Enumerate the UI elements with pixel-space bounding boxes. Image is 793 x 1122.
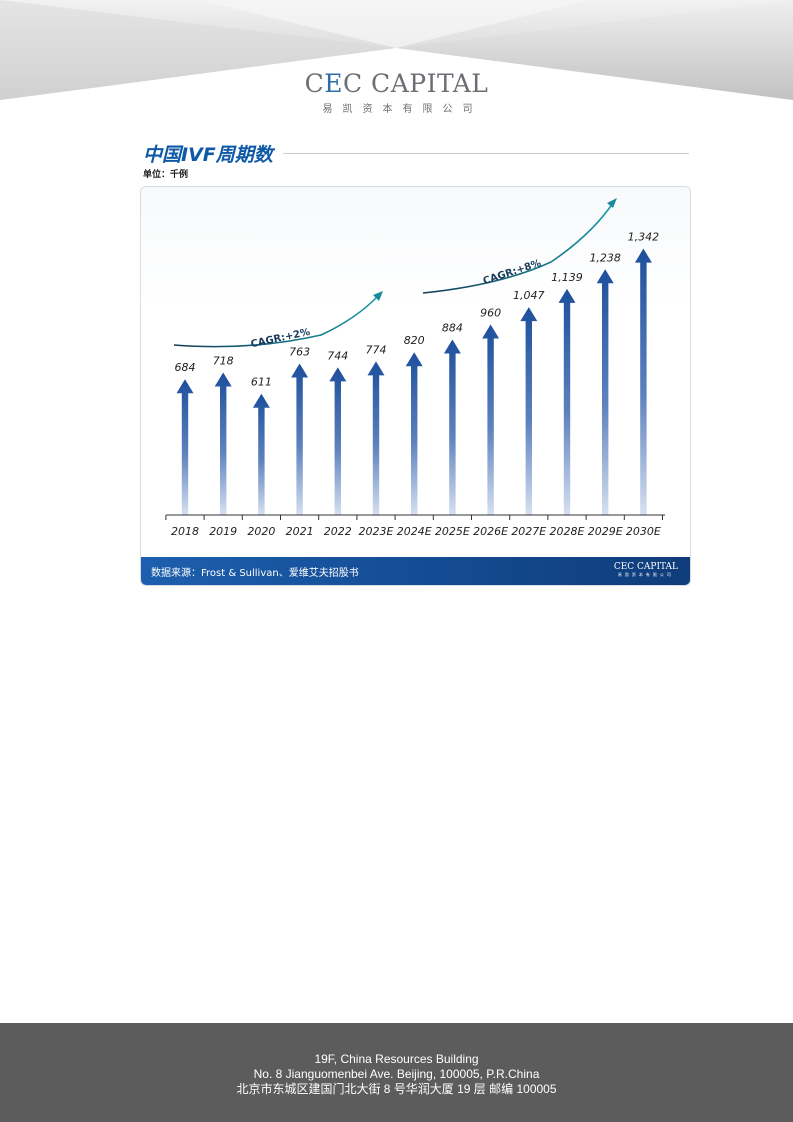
source-bar: 数据来源：Frost & Sullivan、爱维艾夫招股书 CEC CAPITA…	[141, 557, 690, 585]
mini-logo-wordmark: CEC CAPITAL	[613, 562, 678, 572]
cagr-arrowhead-1	[373, 291, 383, 301]
x-tick-label-2025E: 2025E	[435, 525, 470, 538]
bar-2023E	[367, 361, 385, 515]
data-label-2018: 684	[175, 361, 196, 374]
chart-panel: 684 718 611 763 744 774 820 884 960 1,047 1,139 1,2…	[140, 186, 691, 586]
data-label-2024E: 820	[404, 334, 425, 347]
data-label-2025E: 884	[442, 322, 463, 335]
cagr-label-2: CAGR:+8%	[482, 258, 543, 287]
bar-2018	[176, 379, 194, 515]
cagr-arrow-2	[422, 202, 614, 294]
data-label-2026E: 960	[480, 306, 501, 319]
chart-title: 中国IVF周期数	[143, 144, 273, 166]
x-tick-label-2022: 2022	[324, 525, 352, 538]
x-tick-label-2021: 2021	[286, 525, 314, 538]
data-label-2022: 744	[327, 349, 348, 362]
x-tick-label-2028E: 2028E	[550, 525, 585, 538]
data-label-2021: 763	[289, 346, 310, 359]
source-text: 数据来源：Frost & Sullivan、爱维艾夫招股书	[151, 568, 359, 579]
x-tick-label-2018: 2018	[171, 525, 199, 538]
x-tick-label-2019: 2019	[209, 525, 237, 538]
x-tick-label-2029E: 2029E	[588, 525, 623, 538]
mini-logo-chinese: 易凯资本有限公司	[617, 572, 674, 577]
data-label-2027E: 1,047	[513, 289, 545, 302]
bar-2030E	[634, 248, 652, 515]
cagr-arrowhead-2	[607, 198, 617, 208]
footer-address-line-2: No. 8 Jianguomenbei Ave. Beijing, 100005…	[253, 1067, 540, 1081]
bar-2022	[329, 367, 347, 515]
x-tick-label-2026E: 2026E	[473, 525, 508, 538]
x-tick-label-2030E: 2030E	[626, 525, 661, 538]
data-label-2029E: 1,238	[589, 251, 621, 264]
company-logo: CEC CAPITAL 易凯资本有限公司	[0, 69, 793, 116]
x-tick-label-2027E: 2027E	[511, 525, 546, 538]
header-decoration	[0, 0, 793, 110]
bar-2024E	[405, 352, 423, 515]
chart-plot: 684 718 611 763 744 774 820 884 960 1,047 1,139 1,2…	[165, 198, 665, 538]
data-label-2019: 718	[213, 354, 234, 367]
bar-2026E	[482, 324, 500, 515]
title-rule	[283, 153, 689, 154]
bar-2027E	[520, 307, 538, 515]
cagr-arrow-1	[173, 294, 380, 348]
logo-wordmark: CEC CAPITAL	[304, 69, 489, 98]
footer-address-line-1: 19F, China Resources Building	[314, 1052, 479, 1066]
x-tick-label-2024E: 2024E	[397, 525, 432, 538]
data-label-2020: 611	[251, 376, 272, 389]
unit-label: 单位：千例	[143, 170, 189, 180]
mini-logo: CEC CAPITAL 易凯资本有限公司	[614, 562, 678, 578]
bar-2021	[291, 363, 309, 515]
bar-2028E	[558, 288, 576, 515]
bar-2029E	[596, 269, 614, 515]
data-label-2028E: 1,139	[551, 271, 583, 284]
bar-2025E	[443, 339, 461, 515]
logo-chinese-name: 易凯资本有限公司	[322, 104, 483, 115]
footer-address-line-3: 北京市东城区建国门北大街 8 号华润大厦 19 层 邮编 100005	[236, 1082, 557, 1096]
data-label-2030E: 1,342	[628, 231, 660, 244]
bar-2019	[214, 372, 232, 515]
page-footer: 19F, China Resources Building No. 8 Jian…	[0, 1023, 793, 1122]
bar-2020	[252, 393, 270, 515]
x-tick-label-2023E: 2023E	[359, 525, 394, 538]
x-tick-label-2020: 2020	[247, 525, 275, 538]
data-label-2023E: 774	[366, 343, 387, 356]
